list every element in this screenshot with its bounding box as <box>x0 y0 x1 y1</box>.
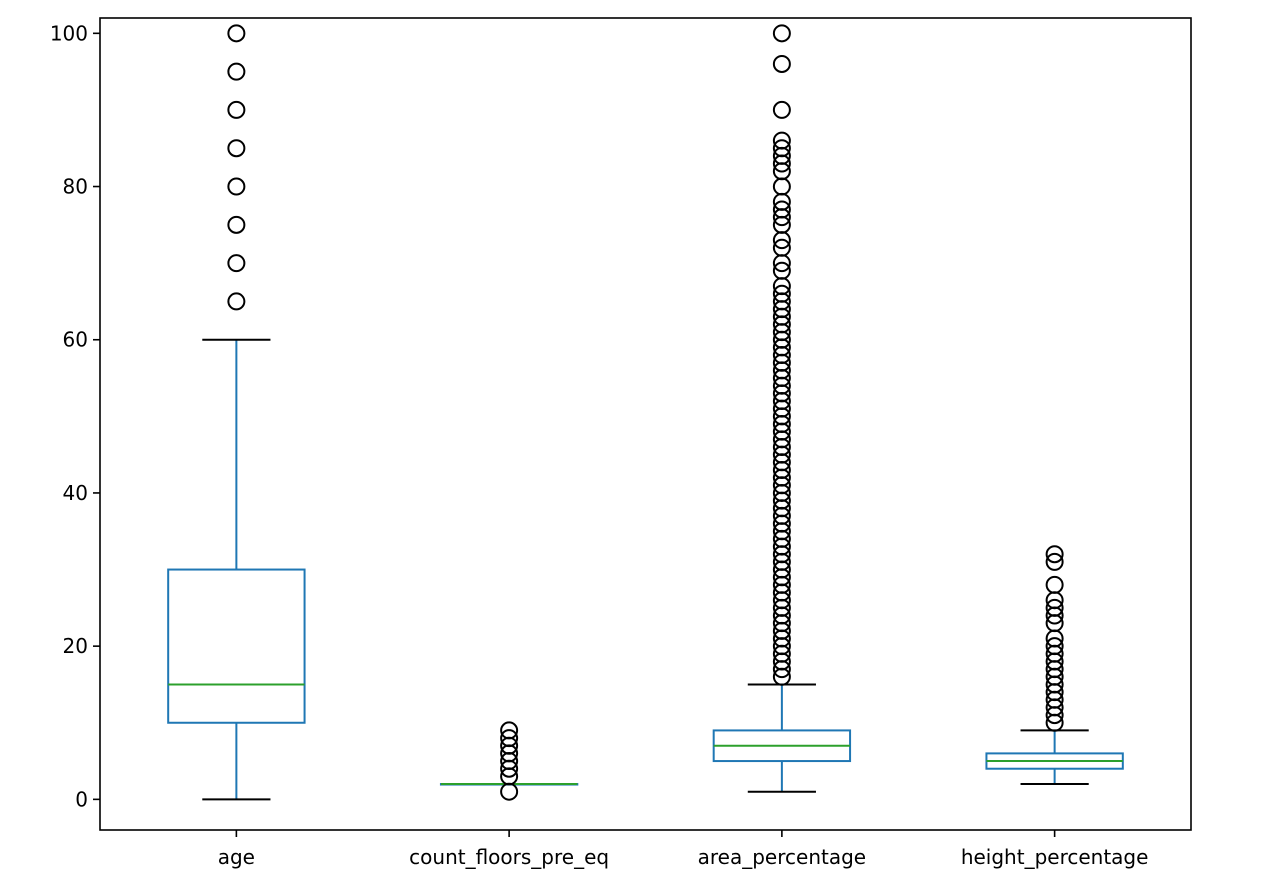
outlier-point <box>500 721 519 740</box>
x-axis: age count_floors_pre_eq area_percentage hei… <box>218 830 1149 869</box>
outlier-point <box>772 177 791 196</box>
y-axis: 0 20 40 60 80 100 <box>50 21 100 811</box>
outlier-point <box>772 238 791 257</box>
outlier-point <box>227 215 246 234</box>
axes-frame <box>99 17 1192 831</box>
outlier-point <box>227 24 246 43</box>
outlier-point <box>1045 575 1064 594</box>
y-tick-label: 40 <box>63 481 88 505</box>
outlier-point <box>500 782 519 801</box>
outlier-point <box>227 254 246 273</box>
x-tick-label: age <box>218 845 255 869</box>
outlier-point <box>772 284 791 303</box>
y-tick-label: 100 <box>50 21 88 45</box>
outlier-point <box>772 131 791 150</box>
outlier-point <box>227 62 246 81</box>
x-tick-label: area_percentage <box>698 845 866 869</box>
y-tick-label: 0 <box>75 787 88 811</box>
outlier-point <box>500 729 519 748</box>
y-tick-label: 20 <box>63 634 88 658</box>
x-tick-label: height_percentage <box>961 845 1149 869</box>
outlier-point <box>772 54 791 73</box>
box-height_percentage <box>985 545 1124 786</box>
outlier-point <box>227 100 246 119</box>
outlier-point <box>1045 552 1064 571</box>
outlier-point <box>1045 637 1064 656</box>
outlier-point <box>227 292 246 311</box>
outlier-point <box>772 100 791 119</box>
box-count_floors_pre_eq <box>439 721 579 801</box>
outlier-point <box>772 200 791 219</box>
box-area_percentage <box>712 24 852 793</box>
outlier-point <box>772 24 791 43</box>
outlier-point <box>772 139 791 158</box>
outlier-point <box>1045 598 1064 617</box>
outlier-point <box>227 177 246 196</box>
x-tick-label: count_floors_pre_eq <box>409 845 609 869</box>
box-age <box>167 24 306 801</box>
outlier-point <box>772 261 791 280</box>
y-tick-label: 60 <box>63 328 88 352</box>
plot-area <box>167 24 1124 801</box>
outlier-point <box>227 139 246 158</box>
y-tick-label: 80 <box>63 175 88 199</box>
iqr-box <box>167 568 306 724</box>
outlier-point <box>1045 545 1064 564</box>
